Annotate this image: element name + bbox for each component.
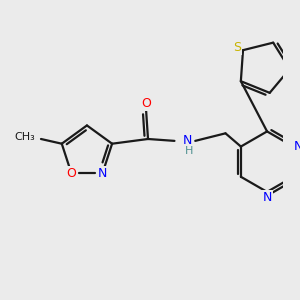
- Text: CH₃: CH₃: [15, 132, 35, 142]
- Text: S: S: [233, 41, 241, 54]
- Text: O: O: [66, 167, 76, 180]
- Text: N: N: [262, 191, 272, 204]
- Text: N: N: [183, 134, 192, 147]
- Text: O: O: [141, 97, 151, 110]
- Text: N: N: [98, 167, 107, 180]
- Text: H: H: [184, 146, 193, 156]
- Text: N: N: [294, 140, 300, 153]
